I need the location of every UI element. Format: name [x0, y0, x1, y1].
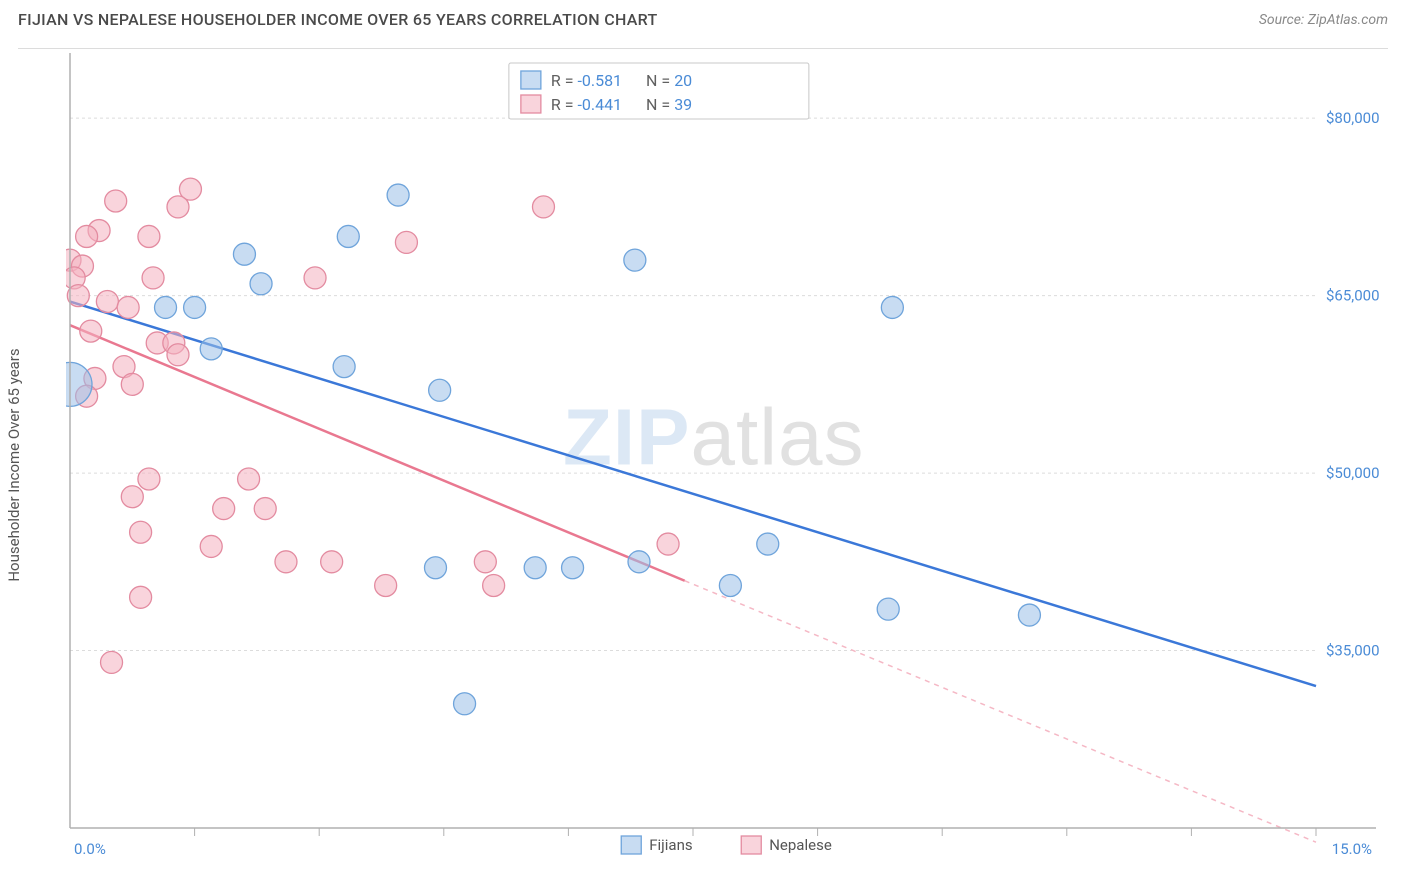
- data-point-nepalese: [167, 196, 189, 218]
- legend-bottom-label-fijians: Fijians: [649, 836, 692, 854]
- series-legend: Fijians Nepalese: [621, 836, 832, 854]
- data-point-fijians: [562, 557, 584, 579]
- data-point-nepalese: [130, 521, 152, 543]
- data-point-nepalese: [483, 574, 505, 596]
- data-point-fijians: [524, 557, 546, 579]
- legend-swatch-fijians: [521, 71, 541, 89]
- data-point-nepalese: [130, 586, 152, 608]
- data-point-fijians: [155, 296, 177, 318]
- data-point-nepalese: [96, 291, 118, 313]
- data-point-fijians: [454, 693, 476, 715]
- data-point-nepalese: [138, 225, 160, 247]
- legend-r-fijians: R = -0.581N = 20: [551, 71, 692, 90]
- data-point-nepalese: [238, 468, 260, 490]
- data-point-nepalese: [101, 651, 123, 673]
- legend-bottom-swatch-fijians: [621, 836, 641, 854]
- data-point-nepalese: [142, 267, 164, 289]
- data-point-fijians: [233, 243, 255, 265]
- data-point-fijians: [628, 551, 650, 573]
- data-point-fijians: [624, 249, 646, 271]
- trend-line-nepalese-extrapolated: [685, 581, 1316, 842]
- data-point-fijians: [424, 557, 446, 579]
- data-point-nepalese: [657, 533, 679, 555]
- chart-title: FIJIAN VS NEPALESE HOUSEHOLDER INCOME OV…: [18, 10, 658, 29]
- data-point-fijians: [250, 273, 272, 295]
- legend-r-nepalese: R = -0.441N = 39: [551, 95, 692, 114]
- legend-bottom-label-nepalese: Nepalese: [769, 836, 832, 854]
- y-tick-label: $50,000: [1326, 464, 1380, 482]
- data-point-nepalese: [105, 190, 127, 212]
- data-point-fijians: [337, 225, 359, 247]
- data-point-nepalese: [138, 468, 160, 490]
- data-point-fijians: [1018, 604, 1040, 626]
- data-point-fijians: [184, 296, 206, 318]
- data-point-nepalese: [395, 231, 417, 253]
- data-point-nepalese: [254, 498, 276, 520]
- scatter-plot-svg: $35,000$50,000$65,000$80,000ZIPatlas0.0%…: [66, 49, 1388, 880]
- data-point-nepalese: [275, 551, 297, 573]
- y-tick-label: $35,000: [1326, 642, 1380, 660]
- data-point-nepalese: [117, 296, 139, 318]
- data-point-fijians: [719, 574, 741, 596]
- trend-line-fijians: [70, 302, 1316, 687]
- data-point-nepalese: [76, 225, 98, 247]
- legend-bottom-swatch-nepalese: [741, 836, 761, 854]
- data-point-nepalese: [121, 486, 143, 508]
- data-point-nepalese: [304, 267, 326, 289]
- data-point-fijians: [881, 296, 903, 318]
- data-point-nepalese: [532, 196, 554, 218]
- data-point-nepalese: [375, 574, 397, 596]
- data-point-nepalese: [80, 320, 102, 342]
- data-point-nepalese: [121, 373, 143, 395]
- data-point-fijians: [757, 533, 779, 555]
- y-tick-label: $65,000: [1326, 287, 1380, 305]
- data-point-nepalese: [321, 551, 343, 573]
- legend-swatch-nepalese: [521, 95, 541, 113]
- data-point-fijians: [387, 184, 409, 206]
- chart-container: Householder Income Over 65 years $35,000…: [18, 48, 1388, 880]
- data-point-nepalese: [167, 344, 189, 366]
- source-attribution: Source: ZipAtlas.com: [1259, 12, 1388, 28]
- y-tick-label: $80,000: [1326, 109, 1380, 127]
- data-point-nepalese: [213, 498, 235, 520]
- data-point-fijians: [429, 379, 451, 401]
- data-point-fijians: [200, 338, 222, 360]
- data-point-nepalese: [474, 551, 496, 573]
- data-point-fijians: [333, 356, 355, 378]
- data-point-fijians: [877, 598, 899, 620]
- y-axis-label: Householder Income Over 65 years: [5, 348, 23, 581]
- data-point-nepalese: [200, 535, 222, 557]
- x-axis-start-label: 0.0%: [74, 840, 106, 858]
- x-axis-end-label: 15.0%: [1332, 840, 1372, 858]
